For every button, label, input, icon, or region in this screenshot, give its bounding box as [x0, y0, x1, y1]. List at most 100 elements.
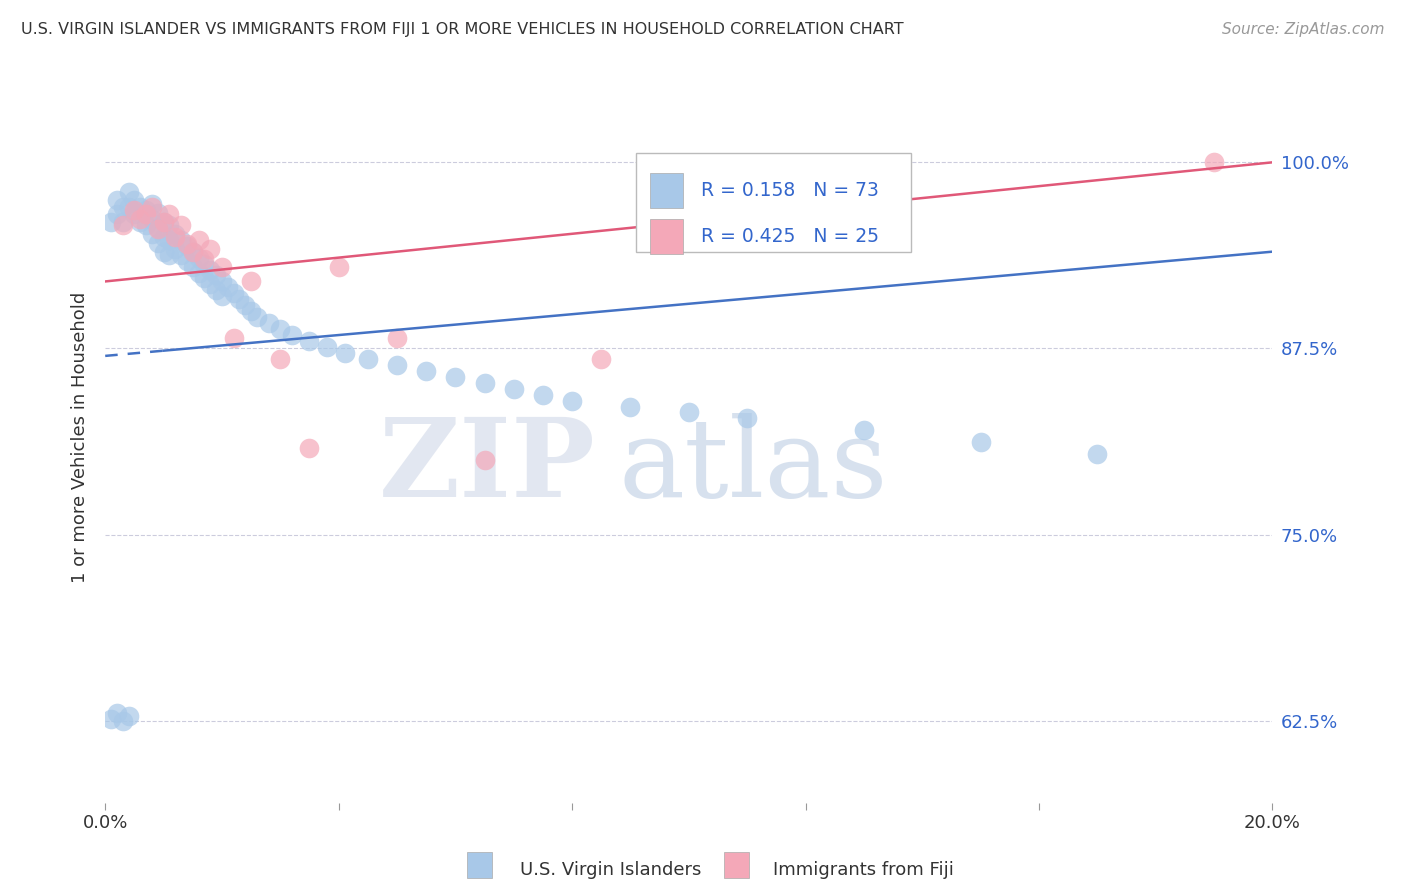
Point	[444, 369, 467, 384]
Point	[619, 400, 641, 414]
Point	[217, 280, 239, 294]
Point	[100, 215, 122, 229]
Point	[531, 387, 554, 401]
Text: ZIP: ZIP	[378, 414, 596, 520]
Point	[852, 423, 875, 437]
Point	[111, 218, 134, 232]
Point	[222, 331, 245, 345]
Text: Source: ZipAtlas.com: Source: ZipAtlas.com	[1222, 22, 1385, 37]
Point	[135, 218, 157, 232]
Point	[200, 277, 222, 292]
Point	[146, 206, 169, 220]
Point	[298, 441, 321, 455]
Point	[141, 227, 163, 241]
Point	[193, 256, 215, 270]
Point	[211, 260, 233, 274]
Text: R = 0.158   N = 73: R = 0.158 N = 73	[700, 181, 879, 200]
Point	[298, 334, 321, 348]
Point	[135, 207, 157, 221]
Point	[170, 247, 193, 261]
Point	[117, 709, 139, 723]
Point	[193, 271, 215, 285]
Point	[105, 193, 128, 207]
Point	[187, 251, 209, 265]
Point	[415, 364, 437, 378]
Point	[200, 262, 222, 277]
Point	[146, 222, 169, 236]
Point	[105, 706, 128, 721]
FancyBboxPatch shape	[637, 153, 911, 252]
Point	[357, 351, 380, 366]
Point	[129, 211, 152, 226]
Text: R = 0.425   N = 25: R = 0.425 N = 25	[700, 227, 879, 246]
Point	[385, 331, 408, 345]
Point	[176, 238, 198, 252]
Point	[117, 200, 139, 214]
Point	[100, 712, 122, 726]
Point	[233, 298, 256, 312]
Point	[181, 244, 204, 259]
Point	[170, 218, 193, 232]
Point	[105, 207, 128, 221]
Point	[474, 453, 496, 467]
Point	[678, 405, 700, 419]
Point	[385, 358, 408, 372]
Point	[117, 185, 139, 199]
Point	[152, 215, 174, 229]
Point	[157, 207, 180, 221]
Point	[129, 215, 152, 229]
Point	[111, 215, 134, 229]
Point	[222, 286, 245, 301]
Point	[176, 237, 198, 252]
Point	[141, 197, 163, 211]
Point	[228, 293, 250, 307]
Point	[316, 340, 339, 354]
Point	[152, 229, 174, 244]
Point	[591, 351, 613, 366]
Point	[176, 253, 198, 268]
Point	[328, 260, 350, 274]
Point	[146, 220, 169, 235]
Point	[124, 207, 146, 221]
Point	[157, 233, 180, 247]
Point	[257, 316, 280, 330]
Point	[502, 382, 524, 396]
Point	[281, 328, 304, 343]
Point	[211, 275, 233, 289]
Point	[246, 310, 269, 325]
Y-axis label: 1 or more Vehicles in Household: 1 or more Vehicles in Household	[72, 293, 89, 583]
Point	[170, 233, 193, 247]
Point	[124, 202, 146, 217]
Point	[165, 227, 187, 241]
Text: U.S. VIRGIN ISLANDER VS IMMIGRANTS FROM FIJI 1 OR MORE VEHICLES IN HOUSEHOLD COR: U.S. VIRGIN ISLANDER VS IMMIGRANTS FROM …	[21, 22, 904, 37]
Text: atlas: atlas	[619, 414, 889, 520]
Bar	[651, 173, 683, 208]
Point	[129, 200, 152, 214]
Point	[240, 275, 263, 289]
Point	[141, 200, 163, 214]
Point	[205, 284, 228, 298]
Point	[187, 233, 209, 247]
Point	[157, 247, 180, 261]
Point	[181, 260, 204, 274]
Point	[1204, 155, 1226, 169]
Text: U.S. Virgin Islanders: U.S. Virgin Islanders	[520, 861, 702, 879]
Point	[135, 202, 157, 217]
Point	[146, 235, 169, 250]
Point	[152, 244, 174, 259]
Point	[152, 215, 174, 229]
Point	[333, 346, 356, 360]
Point	[969, 435, 991, 450]
Point	[157, 218, 180, 232]
Point	[181, 244, 204, 259]
Point	[165, 229, 187, 244]
Point	[187, 266, 209, 280]
Point	[200, 242, 222, 256]
Point	[211, 289, 233, 303]
Point	[165, 242, 187, 256]
Point	[474, 376, 496, 390]
Text: Immigrants from Fiji: Immigrants from Fiji	[773, 861, 955, 879]
Point	[141, 211, 163, 226]
Point	[124, 193, 146, 207]
Point	[561, 393, 583, 408]
